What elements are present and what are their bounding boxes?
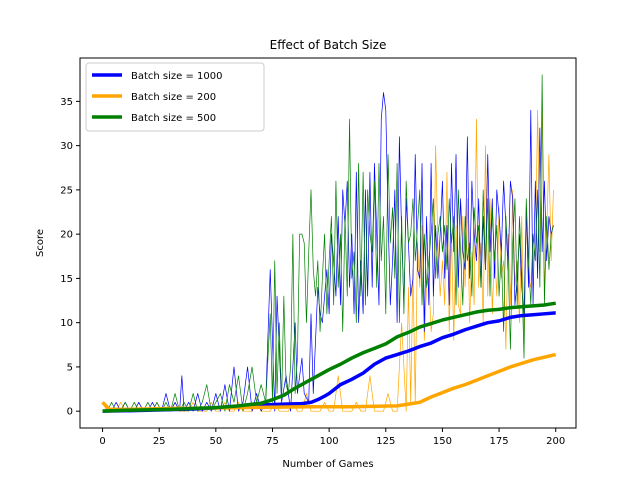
series-smooth-line-0 (102, 311, 556, 413)
y-axis-label: Score (35, 229, 46, 257)
legend-label-1: Batch size = 200 (131, 92, 216, 103)
chart-title: Effect of Batch Size (270, 38, 387, 52)
x-tick-label: 25 (153, 436, 166, 447)
legend-box (85, 62, 265, 132)
y-tick-label: 35 (60, 97, 73, 108)
x-tick-label: 175 (490, 436, 509, 447)
x-tick-label: 75 (266, 436, 279, 447)
plot-frame (79, 57, 577, 429)
x-tick-label: 100 (320, 436, 339, 447)
legend-label-2: Batch size = 500 (131, 113, 216, 124)
y-axis-ticks: 0 5 10 15 20 25 30 35 (60, 97, 80, 418)
legend-label-0: Batch size = 1000 (131, 71, 223, 82)
x-axis-label: Number of Games (282, 459, 373, 470)
y-tick-label: 15 (60, 274, 73, 285)
y-tick-label: 20 (60, 230, 73, 241)
y-tick-label: 30 (60, 141, 73, 152)
series-smooth-line-1 (101, 352, 557, 412)
y-tick-label: 0 (67, 407, 73, 418)
x-tick-label: 150 (433, 436, 452, 447)
legend: Batch size = 1000 Batch size = 200 Batch s… (85, 62, 265, 132)
x-tick-label: 50 (209, 436, 222, 447)
y-tick-label: 25 (60, 185, 73, 196)
x-tick-label: 125 (376, 436, 395, 447)
x-axis-ticks: 0 25 50 75 100 125 150 175 200 (99, 428, 565, 447)
y-tick-label: 5 (67, 362, 73, 373)
x-tick-label: 0 (99, 436, 105, 447)
series-smooth-line-2 (102, 301, 556, 413)
series-layer (101, 74, 557, 413)
y-tick-label: 10 (60, 318, 73, 329)
series-raw-line-2 (102, 74, 554, 412)
x-tick-label: 200 (546, 436, 565, 447)
